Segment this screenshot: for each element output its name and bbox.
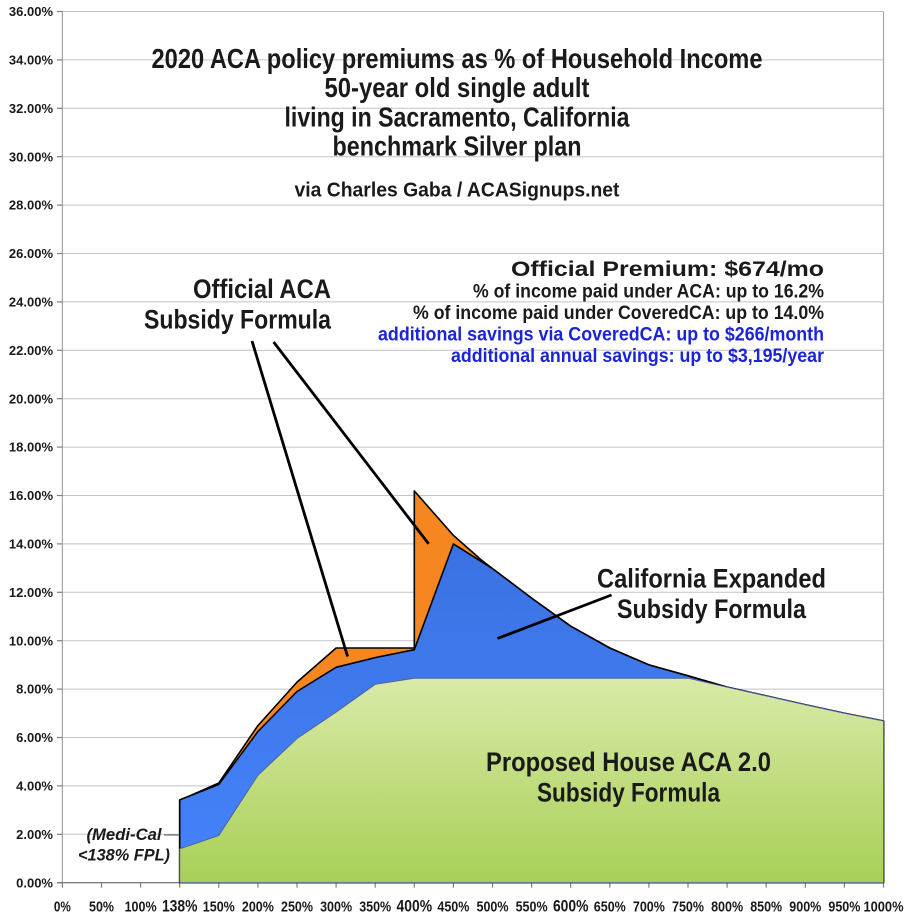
svg-text:900%: 900% xyxy=(789,900,821,916)
svg-text:12.00%: 12.00% xyxy=(9,585,54,600)
svg-text:24.00%: 24.00% xyxy=(9,295,54,310)
svg-text:138%: 138% xyxy=(162,898,198,916)
svg-text:Subsidy Formula: Subsidy Formula xyxy=(617,594,807,624)
svg-text:10.00%: 10.00% xyxy=(9,633,54,648)
svg-text:50%: 50% xyxy=(89,900,114,916)
svg-text:California Expanded: California Expanded xyxy=(597,564,826,594)
svg-text:950%: 950% xyxy=(828,900,860,916)
svg-text:200%: 200% xyxy=(242,900,274,916)
svg-text:Subsidy Formula: Subsidy Formula xyxy=(144,304,332,334)
svg-text:100%: 100% xyxy=(125,900,157,916)
svg-text:50-year old single adult: 50-year old single adult xyxy=(325,72,590,103)
svg-text:28.00%: 28.00% xyxy=(9,198,54,213)
svg-text:1000%: 1000% xyxy=(864,900,904,916)
svg-text:600%: 600% xyxy=(553,898,589,916)
svg-text:Subsidy Formula: Subsidy Formula xyxy=(537,778,721,808)
svg-text:400%: 400% xyxy=(397,898,433,916)
svg-text:% of income paid under ACA: up: % of income paid under ACA: up to 16.2% xyxy=(473,281,824,303)
svg-text:4.00%: 4.00% xyxy=(16,779,53,794)
svg-text:Official Premium: $674/mo: Official Premium: $674/mo xyxy=(511,258,824,281)
svg-text:benchmark Silver plan: benchmark Silver plan xyxy=(333,131,582,162)
svg-text:2.00%: 2.00% xyxy=(16,827,53,842)
svg-text:250%: 250% xyxy=(281,900,313,916)
svg-text:550%: 550% xyxy=(516,900,548,916)
svg-text:30.00%: 30.00% xyxy=(9,149,54,164)
svg-text:750%: 750% xyxy=(672,900,704,916)
svg-text:living in Sacramento, Californ: living in Sacramento, California xyxy=(285,102,630,133)
svg-text:14.00%: 14.00% xyxy=(9,537,54,552)
svg-text:450%: 450% xyxy=(437,900,469,916)
svg-text:additional annual savings: up: additional annual savings: up to $3,195/… xyxy=(451,345,824,367)
svg-text:22.00%: 22.00% xyxy=(9,343,54,358)
svg-text:additional savings via Covered: additional savings via CoveredCA: up to … xyxy=(378,324,824,346)
svg-text:350%: 350% xyxy=(359,900,391,916)
svg-text:Proposed House ACA 2.0: Proposed House ACA 2.0 xyxy=(486,747,771,777)
svg-text:via Charles Gaba / ACASignups.: via Charles Gaba / ACASignups.net xyxy=(295,180,620,202)
svg-text:34.00%: 34.00% xyxy=(9,53,54,68)
svg-text:850%: 850% xyxy=(750,900,782,916)
svg-text:26.00%: 26.00% xyxy=(9,246,54,261)
svg-text:16.00%: 16.00% xyxy=(9,488,54,503)
svg-text:650%: 650% xyxy=(594,900,626,916)
svg-text:Official ACA: Official ACA xyxy=(193,274,331,304)
svg-text:800%: 800% xyxy=(711,900,743,916)
svg-text:<138% FPL): <138% FPL) xyxy=(78,846,170,865)
svg-text:300%: 300% xyxy=(320,900,352,916)
svg-text:6.00%: 6.00% xyxy=(16,730,53,745)
svg-text:8.00%: 8.00% xyxy=(16,682,53,697)
svg-text:20.00%: 20.00% xyxy=(9,391,54,406)
svg-text:32.00%: 32.00% xyxy=(9,101,54,116)
svg-text:0%: 0% xyxy=(54,900,71,916)
svg-text:(Medi-Cal: (Medi-Cal xyxy=(87,825,163,844)
svg-text:700%: 700% xyxy=(633,900,665,916)
svg-text:18.00%: 18.00% xyxy=(9,440,54,455)
svg-text:500%: 500% xyxy=(477,900,509,916)
svg-text:2020 ACA policy premiums as %: 2020 ACA policy premiums as % of Househo… xyxy=(152,43,763,74)
svg-text:% of income paid under Covered: % of income paid under CoveredCA: up to … xyxy=(413,302,824,324)
svg-text:150%: 150% xyxy=(203,900,235,916)
svg-text:36.00%: 36.00% xyxy=(9,4,54,19)
svg-text:0.00%: 0.00% xyxy=(16,875,53,890)
